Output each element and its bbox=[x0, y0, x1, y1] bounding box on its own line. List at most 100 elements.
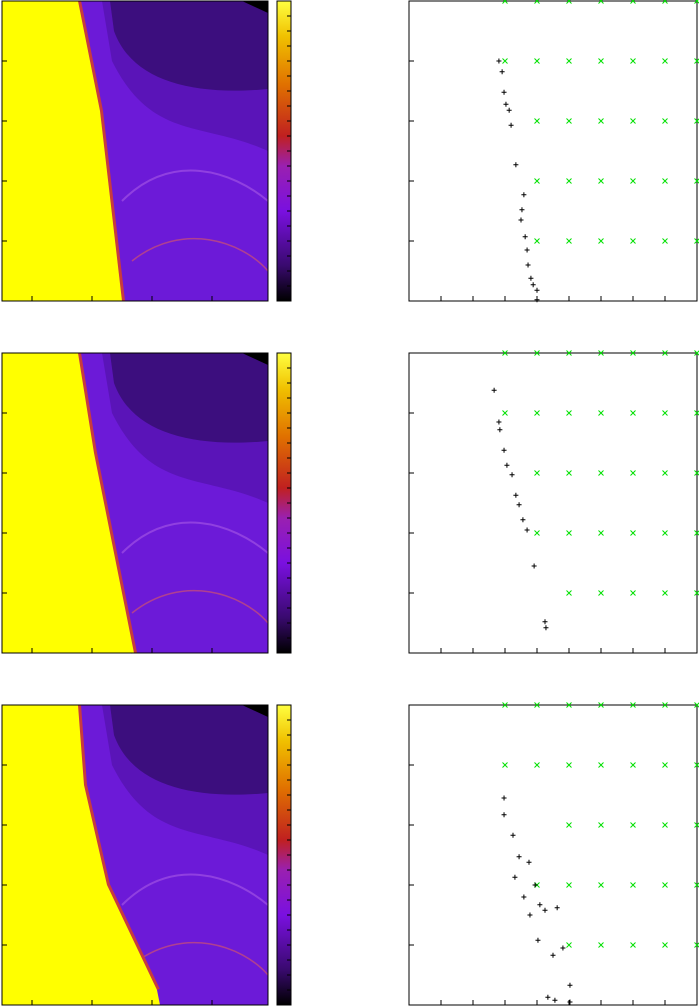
point bbox=[598, 350, 604, 356]
point bbox=[526, 859, 532, 865]
point bbox=[502, 350, 508, 356]
point bbox=[518, 217, 524, 223]
point bbox=[532, 882, 538, 888]
point bbox=[566, 238, 572, 244]
point bbox=[630, 350, 636, 356]
point bbox=[554, 905, 560, 911]
heatmap bbox=[1, 704, 292, 1006]
point bbox=[662, 238, 668, 244]
point bbox=[598, 178, 604, 184]
point bbox=[662, 0, 668, 4]
point bbox=[522, 234, 528, 240]
point bbox=[630, 942, 636, 948]
point bbox=[510, 832, 516, 838]
point bbox=[516, 854, 522, 860]
point bbox=[662, 410, 668, 416]
point bbox=[630, 178, 636, 184]
point bbox=[598, 410, 604, 416]
point bbox=[534, 58, 540, 64]
point bbox=[566, 762, 572, 768]
point bbox=[519, 207, 525, 213]
point bbox=[630, 58, 636, 64]
point bbox=[534, 287, 540, 293]
heatmap-streak bbox=[121, 873, 269, 906]
point bbox=[662, 702, 668, 708]
point bbox=[662, 822, 668, 828]
point bbox=[630, 238, 636, 244]
heatmap-region bbox=[242, 705, 268, 717]
point bbox=[662, 530, 668, 536]
point bbox=[513, 162, 519, 168]
heatmap bbox=[1, 0, 292, 302]
point bbox=[598, 942, 604, 948]
point bbox=[527, 912, 533, 918]
point bbox=[534, 762, 540, 768]
point bbox=[552, 997, 558, 1003]
heatmap-region bbox=[2, 1, 122, 301]
point bbox=[534, 470, 540, 476]
heatmap-streak bbox=[131, 941, 269, 976]
point bbox=[542, 907, 548, 913]
point bbox=[560, 945, 566, 951]
point bbox=[542, 619, 548, 625]
point bbox=[531, 563, 537, 569]
heatmap-frame bbox=[1, 704, 269, 1006]
point bbox=[534, 238, 540, 244]
point bbox=[501, 795, 507, 801]
point bbox=[598, 58, 604, 64]
point bbox=[520, 517, 526, 523]
point bbox=[598, 470, 604, 476]
point bbox=[534, 297, 540, 303]
point bbox=[566, 530, 572, 536]
heatmap-frame bbox=[1, 0, 269, 302]
point bbox=[501, 812, 507, 818]
point bbox=[598, 882, 604, 888]
point bbox=[598, 762, 604, 768]
heatmap-region bbox=[242, 353, 268, 365]
point bbox=[525, 262, 531, 268]
point bbox=[524, 527, 530, 533]
point bbox=[496, 419, 502, 425]
point bbox=[545, 994, 551, 1000]
heatmap-region bbox=[2, 353, 134, 653]
point bbox=[566, 822, 572, 828]
point bbox=[534, 178, 540, 184]
point bbox=[501, 89, 507, 95]
point bbox=[630, 822, 636, 828]
point bbox=[534, 530, 540, 536]
heatmap-frame bbox=[1, 352, 269, 654]
point bbox=[504, 462, 510, 468]
point bbox=[508, 122, 514, 128]
point bbox=[566, 882, 572, 888]
heatmap-streak bbox=[131, 589, 269, 624]
point bbox=[630, 410, 636, 416]
point bbox=[566, 702, 572, 708]
point bbox=[598, 238, 604, 244]
point bbox=[566, 590, 572, 596]
point bbox=[537, 902, 543, 908]
point bbox=[566, 0, 572, 4]
point bbox=[630, 0, 636, 4]
point bbox=[662, 350, 668, 356]
point bbox=[524, 247, 530, 253]
point bbox=[567, 982, 573, 988]
point bbox=[497, 427, 503, 433]
point bbox=[598, 118, 604, 124]
point bbox=[598, 590, 604, 596]
point bbox=[566, 350, 572, 356]
point bbox=[630, 590, 636, 596]
point bbox=[543, 625, 549, 631]
point bbox=[598, 0, 604, 4]
point bbox=[506, 107, 512, 113]
point bbox=[534, 0, 540, 4]
point bbox=[566, 178, 572, 184]
point bbox=[598, 702, 604, 708]
point bbox=[566, 410, 572, 416]
heatmap-streak bbox=[121, 521, 269, 554]
point bbox=[662, 178, 668, 184]
point bbox=[662, 590, 668, 596]
point bbox=[662, 882, 668, 888]
point bbox=[501, 447, 507, 453]
point bbox=[630, 762, 636, 768]
